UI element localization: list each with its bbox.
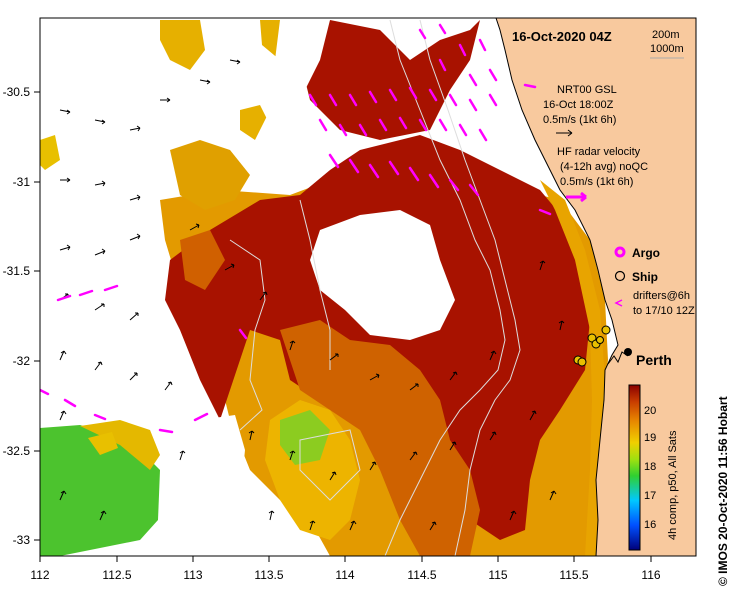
drifters-legend-line2: to 17/10 12Z [633, 305, 695, 317]
map-title: 16-Oct-2020 04Z [512, 29, 612, 44]
model-legend: NRT00 GSL 16-Oct 18:00Z 0.5m/s (1kt 6h) [543, 84, 617, 137]
cloud-hole-north [250, 20, 340, 180]
bathymetry-contours [229, 19, 521, 556]
lat-tick-label: -32 [13, 354, 31, 368]
lon-tick-label: 113 [183, 568, 202, 582]
sst-orange-band [280, 320, 480, 556]
lon-tick-label: 112.5 [102, 568, 131, 582]
radar-legend-avg: (4-12h avg) noQC [560, 161, 648, 173]
sst-field [40, 20, 608, 556]
sst-patch-w2 [88, 432, 118, 455]
sst-patch-w3 [180, 230, 225, 290]
radar-current-vectors [40, 23, 552, 434]
model-legend-name: NRT00 GSL [557, 84, 617, 96]
argo-legend-icon [614, 246, 626, 258]
sst-coastal-strip [540, 180, 605, 556]
drifter-legend-icon [614, 299, 623, 307]
colorbar-caption: 4h comp, p50, All Sats [667, 430, 679, 540]
depth-label-200m: 200m [652, 29, 680, 41]
plot-frame [39, 17, 697, 557]
lat-tick-label: -30.5 [3, 85, 31, 99]
model-legend-arrow [556, 129, 573, 137]
radar-legend-arrow [566, 191, 587, 203]
map-plot-area [40, 18, 696, 556]
lat-tick-label: -32.5 [3, 444, 31, 458]
sst-patch-w1 [40, 135, 60, 170]
sst-patch-nw1 [170, 140, 250, 210]
lat-tick-label: -33 [13, 533, 31, 547]
colorbar-tick-label: 19 [644, 432, 656, 444]
sst-north-tongue [300, 20, 480, 140]
sst-patch-nw3 [160, 20, 205, 70]
land-australia [496, 18, 696, 556]
longitude-tick-labels: 112 112.5 113 113.5 114 114.5 115 115.5 … [30, 568, 660, 582]
city-label-perth: Perth [636, 352, 672, 368]
colorbar-tick-label: 18 [644, 461, 656, 473]
lon-tick-label: 113.5 [254, 568, 283, 582]
depth-label-1000m: 1000m [650, 43, 684, 55]
lon-tick-label: 112 [30, 568, 49, 582]
colorbar-tick-label: 16 [644, 519, 656, 531]
sst-yellow-patch-sw [80, 420, 160, 470]
ship-legend-icon [614, 270, 626, 282]
lon-tick-label: 114 [335, 568, 354, 582]
perth-marker [624, 348, 632, 356]
radar-legend: HF radar velocity (4-12h avg) noQC 0.5m/… [557, 146, 648, 203]
lat-tick-label: -31.5 [3, 264, 31, 278]
lon-tick-label: 116 [641, 568, 660, 582]
lon-tick-label: 114.5 [407, 568, 436, 582]
cloud-hole-south [160, 415, 245, 556]
colorbar-tick-label: 20 [644, 405, 656, 417]
axis-ticks [34, 91, 652, 562]
symbol-legend: Argo Ship drifters@6h to 17/10 12Z [614, 246, 695, 317]
cloud-hole-center [310, 210, 455, 340]
perth-jagged-line [607, 351, 629, 365]
model-legend-time: 16-Oct 18:00Z [543, 99, 614, 111]
ship-markers [573, 325, 611, 367]
sst-dark-core [165, 135, 590, 540]
lon-tick-label: 115 [488, 568, 507, 582]
credit-text: © IMOS 20-Oct-2020 11:56 Hobart [716, 396, 730, 586]
model-current-vectors [59, 59, 565, 531]
lat-tick-label: -31 [13, 175, 31, 189]
radar-legend-scale: 0.5m/s (1kt 6h) [560, 176, 633, 188]
colorbar-tick-label: 17 [644, 490, 656, 502]
model-legend-scale: 0.5m/s (1kt 6h) [543, 114, 616, 126]
radar-legend-name: HF radar velocity [557, 146, 641, 158]
colorbar-gradient [628, 384, 641, 551]
sst-green-patch [40, 425, 160, 556]
coastline [495, 18, 619, 556]
lon-tick-label: 115.5 [559, 568, 588, 582]
latitude-tick-labels: -30.5 -31 -31.5 -32 -32.5 -33 [3, 85, 31, 547]
sst-colorbar: 20 19 18 17 16 4h comp, p50, All Sats [628, 384, 679, 551]
ship-legend-label: Ship [632, 270, 658, 284]
argo-legend-label: Argo [632, 246, 660, 260]
drifters-legend-line1: drifters@6h [633, 290, 690, 302]
